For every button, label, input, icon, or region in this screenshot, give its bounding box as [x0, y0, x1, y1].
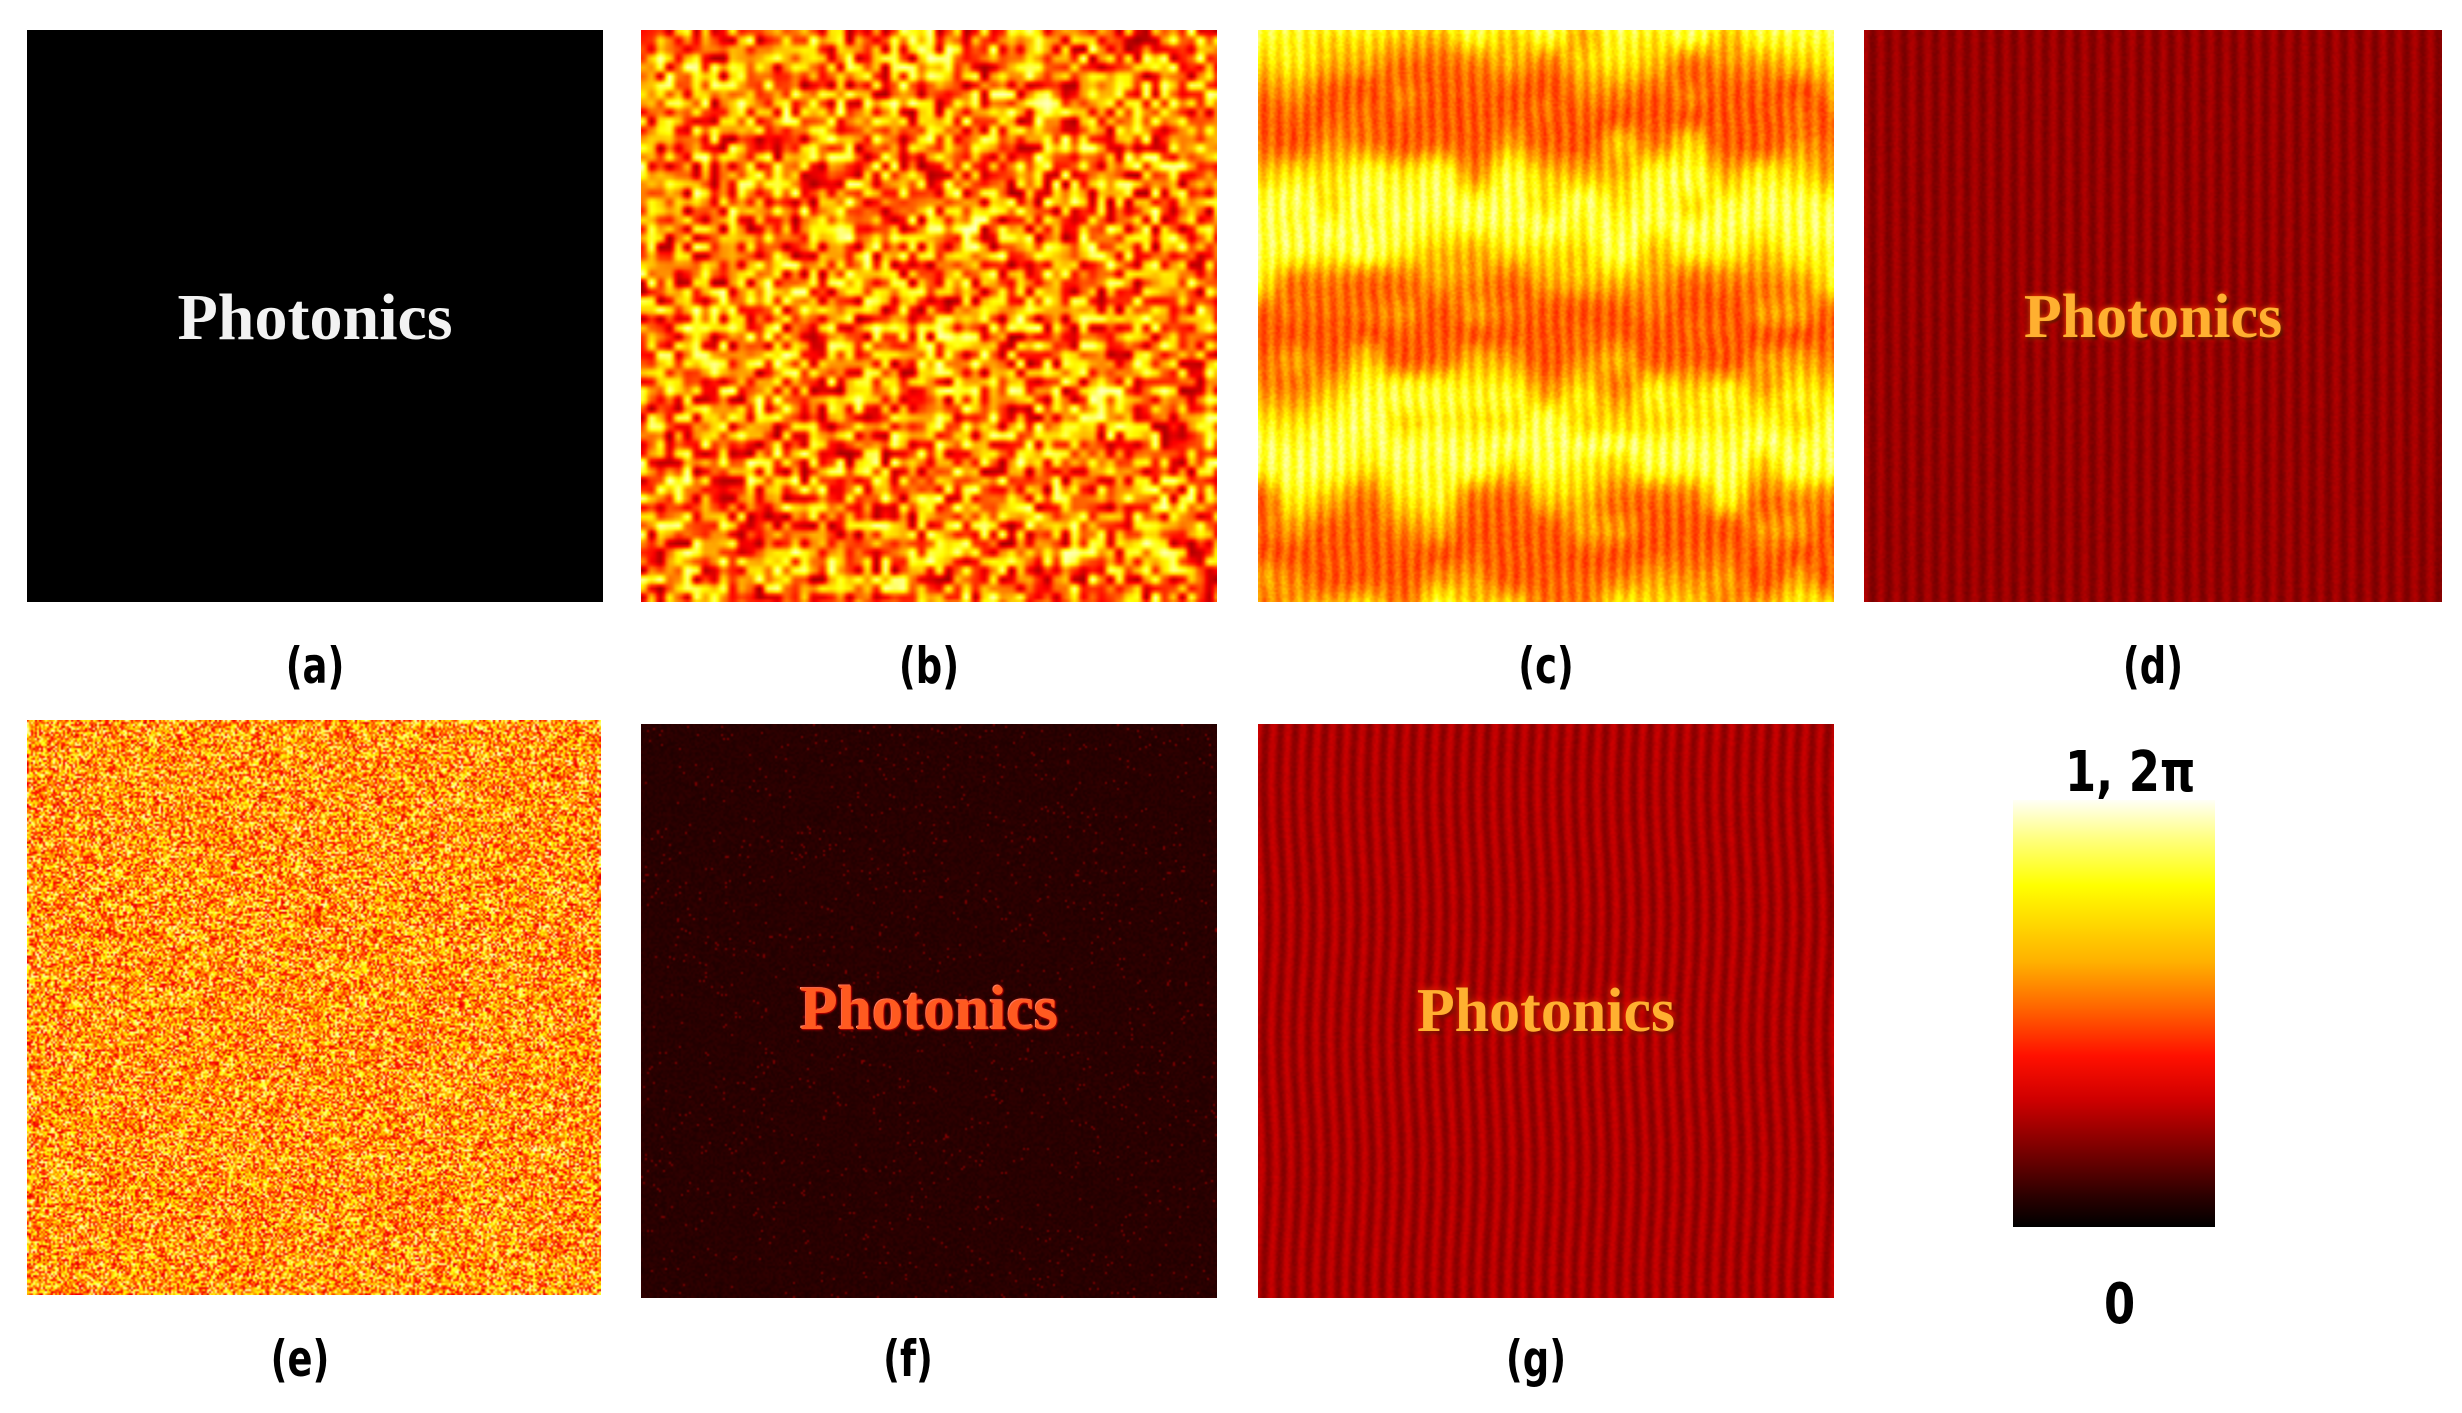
panel-d-canvas [1864, 30, 2442, 602]
panel-f-text: Photonics [799, 975, 1059, 1043]
panel-e-caption: (e) [270, 1330, 330, 1388]
panel-c-canvas [1258, 30, 1834, 602]
panel-a-original-image: Photonics [27, 30, 603, 602]
panel-a-caption: (a) [285, 637, 345, 695]
panel-e-random-phase [27, 720, 601, 1295]
panel-b-caption: (b) [898, 637, 960, 695]
panel-b-canvas [641, 30, 1217, 602]
panel-b-speckle-pattern [641, 30, 1217, 602]
panel-d-reconstruction: Photonics [1864, 30, 2442, 602]
panel-g-text: Photonics [1416, 977, 1676, 1045]
panel-g-canvas [1258, 724, 1834, 1298]
panel-d-text: Photonics [2023, 283, 2283, 351]
panel-c-caption: (c) [1518, 637, 1574, 695]
panel-f-canvas [641, 724, 1217, 1298]
panel-g-caption: (g) [1505, 1330, 1567, 1388]
colorbar [2013, 800, 2215, 1227]
panel-c-fringe-pattern [1258, 30, 1834, 602]
panel-g-reconstruction: Photonics [1258, 724, 1834, 1298]
colorbar-max-label: 1, 2π [2065, 740, 2196, 805]
panel-a-text: Photonics [177, 281, 453, 354]
colorbar-min-label: 0 [2104, 1272, 2136, 1337]
panel-e-canvas [27, 720, 601, 1295]
panel-d-caption: (d) [2122, 637, 2184, 695]
panel-f-reconstruction: Photonics [641, 724, 1217, 1298]
panel-f-caption: (f) [883, 1330, 933, 1388]
